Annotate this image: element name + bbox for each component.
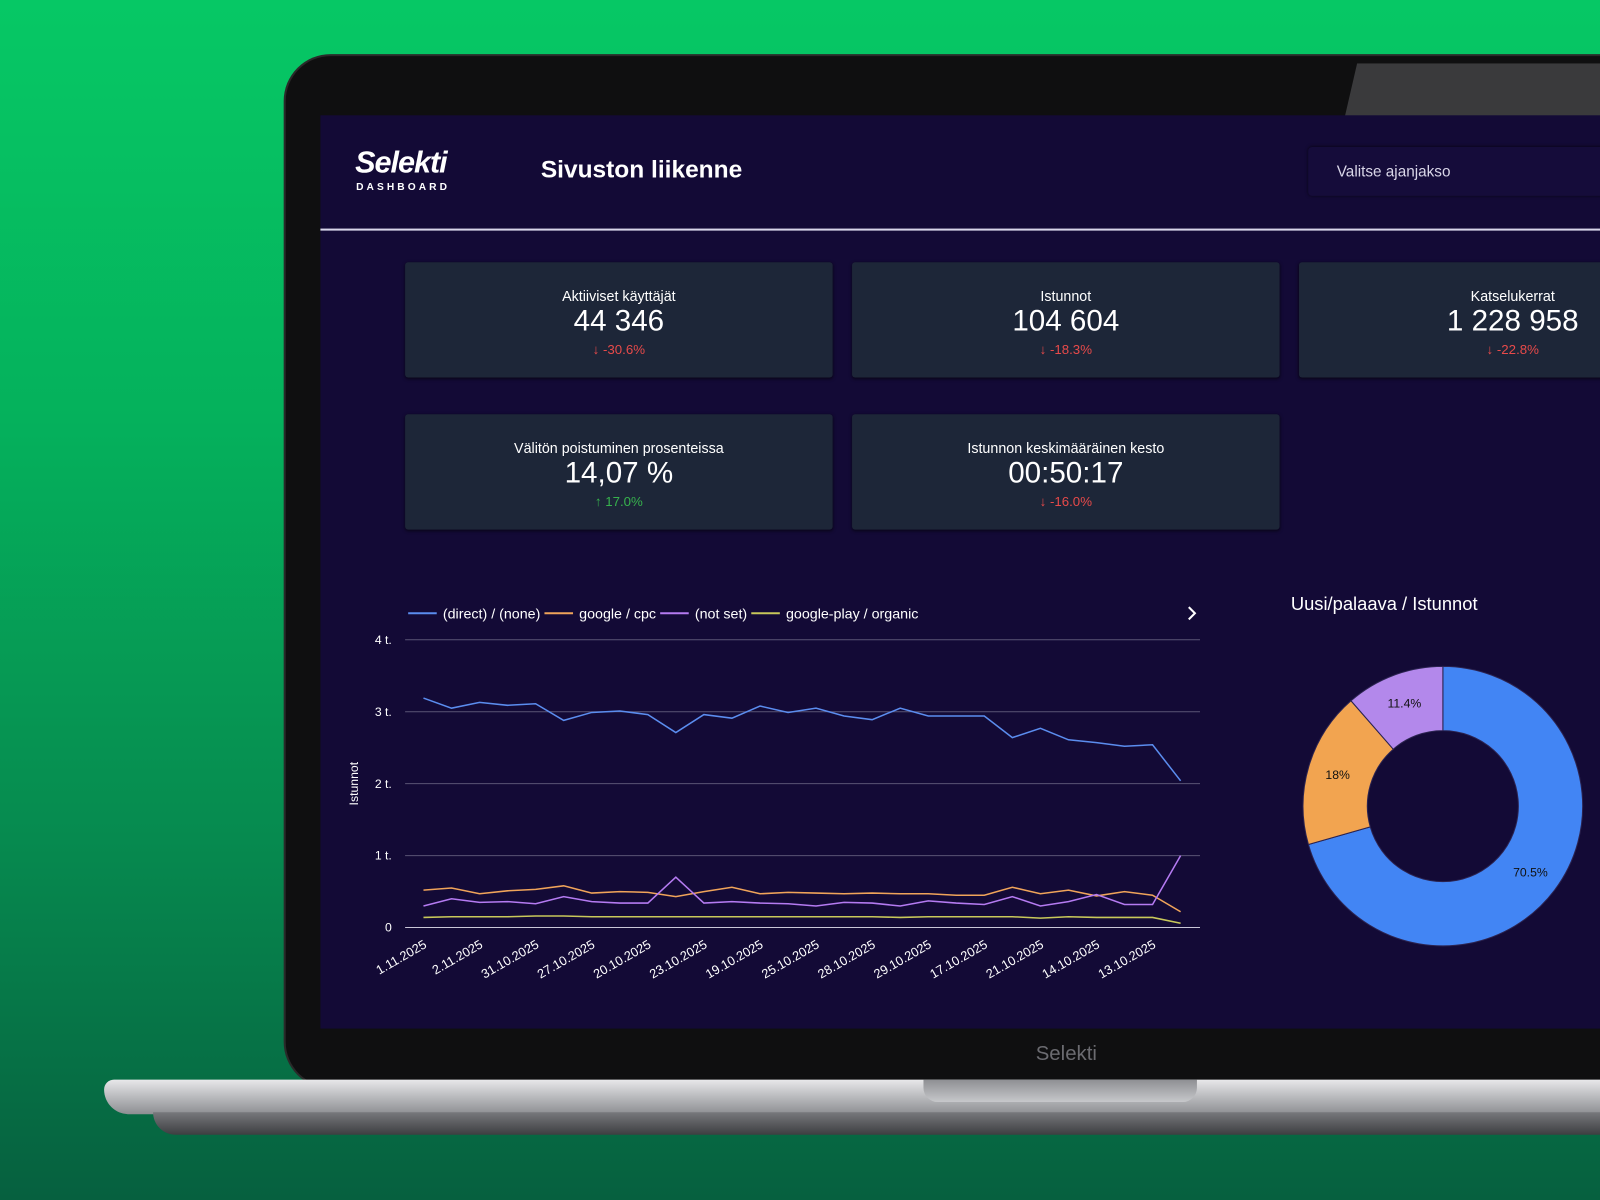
y-tick-label: 0 bbox=[385, 921, 392, 935]
x-tick-label: 20.10.2025 bbox=[591, 937, 654, 982]
kpi-label: Istunnon keskimääräinen kesto bbox=[967, 439, 1165, 457]
legend-next[interactable] bbox=[1188, 606, 1197, 621]
laptop-label: Selekti bbox=[1035, 1042, 1097, 1066]
laptop-base bbox=[104, 1079, 1600, 1115]
logo[interactable]: Selekti bbox=[355, 145, 448, 180]
trend-icon: ↓ bbox=[1039, 341, 1050, 358]
slice-label: 11.4% bbox=[1387, 696, 1421, 710]
kpi-change: ↓ -22.8% bbox=[1299, 342, 1600, 357]
donut-slice bbox=[1350, 665, 1444, 750]
kpi-card: Aktiiviset käyttäjät 44 346 ↓ -30.6% bbox=[405, 262, 833, 378]
series-line bbox=[423, 915, 1181, 925]
bezel-reflection bbox=[1344, 63, 1600, 117]
kpi-label: Välitön poistuminen prosenteissa bbox=[514, 439, 724, 457]
y-tick-label: 1 t. bbox=[375, 849, 392, 863]
kpi-value: 44 346 bbox=[573, 305, 665, 338]
header-divider bbox=[320, 228, 1600, 231]
kpi-change-text: -18.3% bbox=[1049, 341, 1092, 358]
kpi-change-text: -22.8% bbox=[1496, 341, 1539, 358]
kpi-change-text: -16.0% bbox=[1049, 493, 1092, 510]
legend-label: google-play / organic bbox=[786, 606, 918, 622]
donut-slice bbox=[1302, 700, 1394, 846]
kpi-change-text: -30.6% bbox=[603, 341, 646, 358]
slice-label: 18% bbox=[1325, 768, 1350, 782]
trend-icon: ↑ bbox=[594, 493, 606, 510]
kpi-label: Aktiiviset käyttäjät bbox=[562, 287, 676, 305]
kpi-change: ↑ 17.0% bbox=[405, 494, 833, 509]
charts: 0 1 t. 2 t. 3 t. 4 t. Istunnot 1.11.2025 2.11.2… bbox=[347, 593, 1584, 982]
series-line bbox=[423, 885, 1182, 913]
y-tick-label: 2 t. bbox=[375, 777, 392, 791]
legend-label: (not set) bbox=[695, 606, 747, 622]
series-line bbox=[423, 855, 1182, 907]
laptop-base-edge bbox=[153, 1112, 1600, 1135]
legend-label: google / cpc bbox=[579, 606, 656, 622]
kpi-change: ↓ -16.0% bbox=[852, 494, 1280, 509]
kpi-value: 14,07 % bbox=[564, 457, 674, 490]
x-tick-label: 31.10.2025 bbox=[478, 937, 541, 982]
x-tick-label: 25.10.2025 bbox=[759, 937, 822, 982]
date-picker-text[interactable]: Valitse ajanjakso bbox=[1336, 163, 1451, 181]
y-tick-label: 4 t. bbox=[375, 633, 392, 647]
x-tick-label: 23.10.2025 bbox=[647, 937, 710, 982]
kpi-label: Katselukerrat bbox=[1470, 287, 1555, 305]
kpi-value: 00:50:17 bbox=[1008, 457, 1124, 490]
trend-icon: ↓ bbox=[1486, 341, 1497, 358]
x-tick-label: 2.11.2025 bbox=[429, 937, 485, 978]
kpi-card: Katselukerrat 1 228 958 ↓ -22.8% bbox=[1298, 262, 1600, 378]
logo-subtitle: DASHBOARD bbox=[356, 181, 450, 193]
kpi-label: Istunnot bbox=[1040, 287, 1092, 305]
x-tick-label: 28.10.2025 bbox=[815, 937, 878, 982]
slice-label: 70.5% bbox=[1513, 865, 1548, 879]
kpi-change: ↓ -18.3% bbox=[852, 342, 1280, 357]
x-tick-label: 29.10.2025 bbox=[871, 937, 934, 982]
x-tick-label: 13.10.2025 bbox=[1095, 937, 1158, 982]
series-line bbox=[423, 697, 1182, 782]
kpi-change-text: 17.0% bbox=[605, 493, 643, 510]
kpi-card: Välitön poistuminen prosenteissa 14,07 % ↑… bbox=[405, 414, 833, 530]
kpi-card: Istunnon keskimääräinen kesto 00:50:17 ↓ -… bbox=[852, 414, 1280, 530]
donut-title: Uusi/palaava / Istunnot bbox=[1291, 593, 1478, 614]
y-tick-label: 3 t. bbox=[375, 705, 392, 719]
x-tick-label: 21.10.2025 bbox=[983, 937, 1046, 982]
x-tick-label: 19.10.2025 bbox=[703, 937, 766, 982]
legend-label: (direct) / (none) bbox=[443, 606, 541, 622]
kpi-card: Istunnot 104 604 ↓ -18.3% bbox=[852, 262, 1280, 378]
trend-icon: ↓ bbox=[1039, 493, 1050, 510]
y-axis-label: Istunnot bbox=[347, 761, 361, 805]
kpi-change: ↓ -30.6% bbox=[405, 342, 833, 357]
x-tick-label: 1.11.2025 bbox=[373, 937, 429, 978]
date-picker[interactable] bbox=[1308, 146, 1600, 196]
laptop-notch bbox=[923, 1079, 1197, 1103]
x-tick-label: 27.10.2025 bbox=[535, 937, 598, 982]
donut-slice bbox=[1307, 665, 1584, 947]
page-title: Sivuston liikenne bbox=[540, 156, 743, 184]
kpi-value: 104 604 bbox=[1012, 305, 1120, 338]
trend-icon: ↓ bbox=[592, 341, 604, 358]
x-tick-label: 14.10.2025 bbox=[1039, 937, 1102, 982]
kpi-value: 1 228 958 bbox=[1446, 305, 1579, 338]
x-tick-label: 17.10.2025 bbox=[927, 937, 990, 982]
